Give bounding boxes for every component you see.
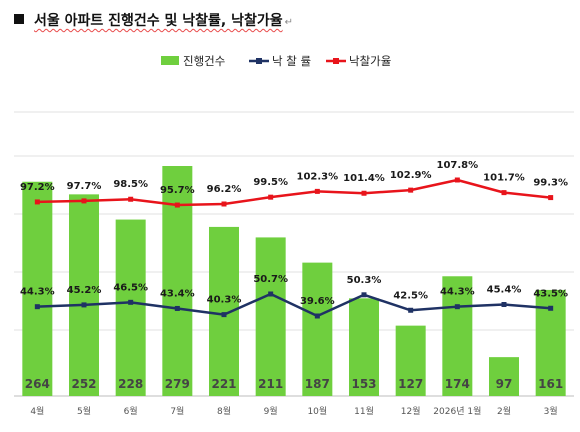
x-tick-label: 10월 (307, 405, 327, 417)
sale-rate-data-label: 42.5% (393, 290, 428, 301)
bar (162, 166, 193, 396)
bar-value-label: 279 (165, 377, 190, 391)
price-ratio-data-label: 107.8% (437, 160, 479, 171)
sale-rate-data-label: 44.3% (20, 287, 55, 298)
price-ratio-point (34, 199, 40, 205)
sale-rate-point (548, 305, 554, 311)
sale-rate-data-label: 45.4% (487, 285, 522, 296)
price-ratio-point (268, 194, 274, 200)
x-tick-label: 3월 (544, 405, 558, 417)
legend-swatch-bars (161, 56, 179, 65)
bar-value-label: 252 (71, 377, 96, 391)
sale-rate-data-label: 44.3% (440, 287, 475, 298)
price-ratio-data-label: 96.2% (207, 184, 242, 195)
title-bullet-square (14, 14, 24, 24)
x-tick-label: 11월 (354, 405, 374, 417)
legend-marker-price (333, 58, 339, 64)
sale-rate-point (221, 312, 227, 318)
sale-rate-point (361, 292, 367, 298)
bar (349, 298, 379, 396)
bar-value-label: 153 (351, 377, 376, 391)
legend-label-price: 낙찰가율 (349, 54, 391, 68)
sale-rate-data-label: 46.5% (113, 282, 148, 293)
bar-value-label: 264 (25, 377, 50, 391)
price-ratio-point (548, 195, 554, 201)
sale-rate-data-label: 45.2% (67, 285, 102, 296)
legend: 진행건수 낙 찰 률 낙찰가율 (161, 54, 391, 68)
bar-value-label: 228 (118, 377, 143, 391)
bar (395, 325, 426, 396)
sale-rate-data-label: 50.3% (347, 275, 382, 286)
bar-value-label: 174 (445, 377, 470, 391)
x-tick-label: 7월 (170, 405, 184, 417)
x-tick-label: 4월 (30, 405, 44, 417)
legend-label-rate: 낙 찰 률 (272, 54, 311, 68)
price-ratio-point (174, 202, 180, 208)
sale-rate-data-label: 50.7% (253, 274, 288, 285)
bar-value-label: 97 (496, 377, 513, 391)
legend-marker-rate (256, 58, 262, 64)
bar (302, 262, 333, 396)
x-tick-label: 2월 (497, 405, 511, 417)
sale-rate-data-label: 40.3% (207, 295, 242, 306)
bar (209, 226, 239, 396)
sale-rate-point (454, 304, 460, 310)
price-ratio-data-label: 99.5% (253, 177, 288, 188)
sale-rate-data-label: 43.4% (160, 288, 195, 299)
bar (115, 219, 146, 396)
price-ratio-data-label: 101.4% (343, 173, 385, 184)
return-mark: ↵ (284, 17, 294, 28)
price-ratio-data-label: 99.3% (533, 178, 568, 189)
price-ratio-data-label: 102.3% (297, 171, 339, 182)
legend-label-bars: 진행건수 (183, 54, 225, 68)
sale-rate-data-label: 43.5% (533, 288, 568, 299)
chart-title: 서울 아파트 진행건수 및 낙찰률, 낙찰가율 ↵ (14, 10, 293, 30)
sale-rate-point (408, 307, 414, 313)
price-ratio-point (128, 196, 134, 202)
bar (489, 357, 519, 396)
price-ratio-data-label: 102.9% (390, 170, 432, 181)
price-ratio-data-label: 97.7% (67, 181, 102, 192)
price-ratio-data-label: 98.5% (113, 179, 148, 190)
chart-title-text: 서울 아파트 진행건수 및 낙찰률, 낙찰가율 (34, 13, 283, 29)
price-ratio-data-label: 95.7% (160, 185, 195, 196)
price-ratio-data-label: 101.7% (483, 173, 525, 184)
sale-rate-point (314, 313, 320, 319)
sale-rate-point (174, 305, 180, 311)
sale-rate-point (501, 302, 507, 308)
sale-rate-data-label: 39.6% (300, 296, 335, 307)
bar-value-label: 161 (538, 377, 563, 391)
bar (69, 194, 99, 396)
x-tick-label: 9월 (264, 405, 278, 417)
bar-value-label: 187 (305, 377, 330, 391)
price-ratio-data-label: 97.2% (20, 182, 55, 193)
x-tick-label: 2026년 1월 (433, 405, 481, 417)
bar-value-label: 211 (258, 377, 283, 391)
price-ratio-point (314, 188, 320, 194)
price-ratio-point (221, 201, 227, 207)
bar (255, 237, 286, 396)
bar (442, 276, 473, 396)
bar-value-label: 127 (398, 377, 423, 391)
price-ratio-point (454, 177, 460, 183)
sale-rate-point (34, 304, 40, 310)
price-ratio-point (408, 187, 414, 193)
sale-rate-point (81, 302, 87, 308)
x-tick-label: 8월 (217, 405, 231, 417)
x-tick-label: 12월 (401, 405, 421, 417)
price-ratio-point (361, 190, 367, 196)
price-ratio-point (81, 198, 87, 204)
x-tick-label: 6월 (124, 405, 138, 417)
bar-value-label: 221 (211, 377, 236, 391)
x-tick-label: 5월 (77, 405, 91, 417)
price-ratio-line (37, 178, 551, 207)
price-ratio-point (501, 190, 507, 196)
bar (22, 181, 53, 396)
sale-rate-point (268, 291, 274, 297)
sale-rate-point (128, 299, 134, 305)
sale-rate-line (37, 292, 551, 318)
